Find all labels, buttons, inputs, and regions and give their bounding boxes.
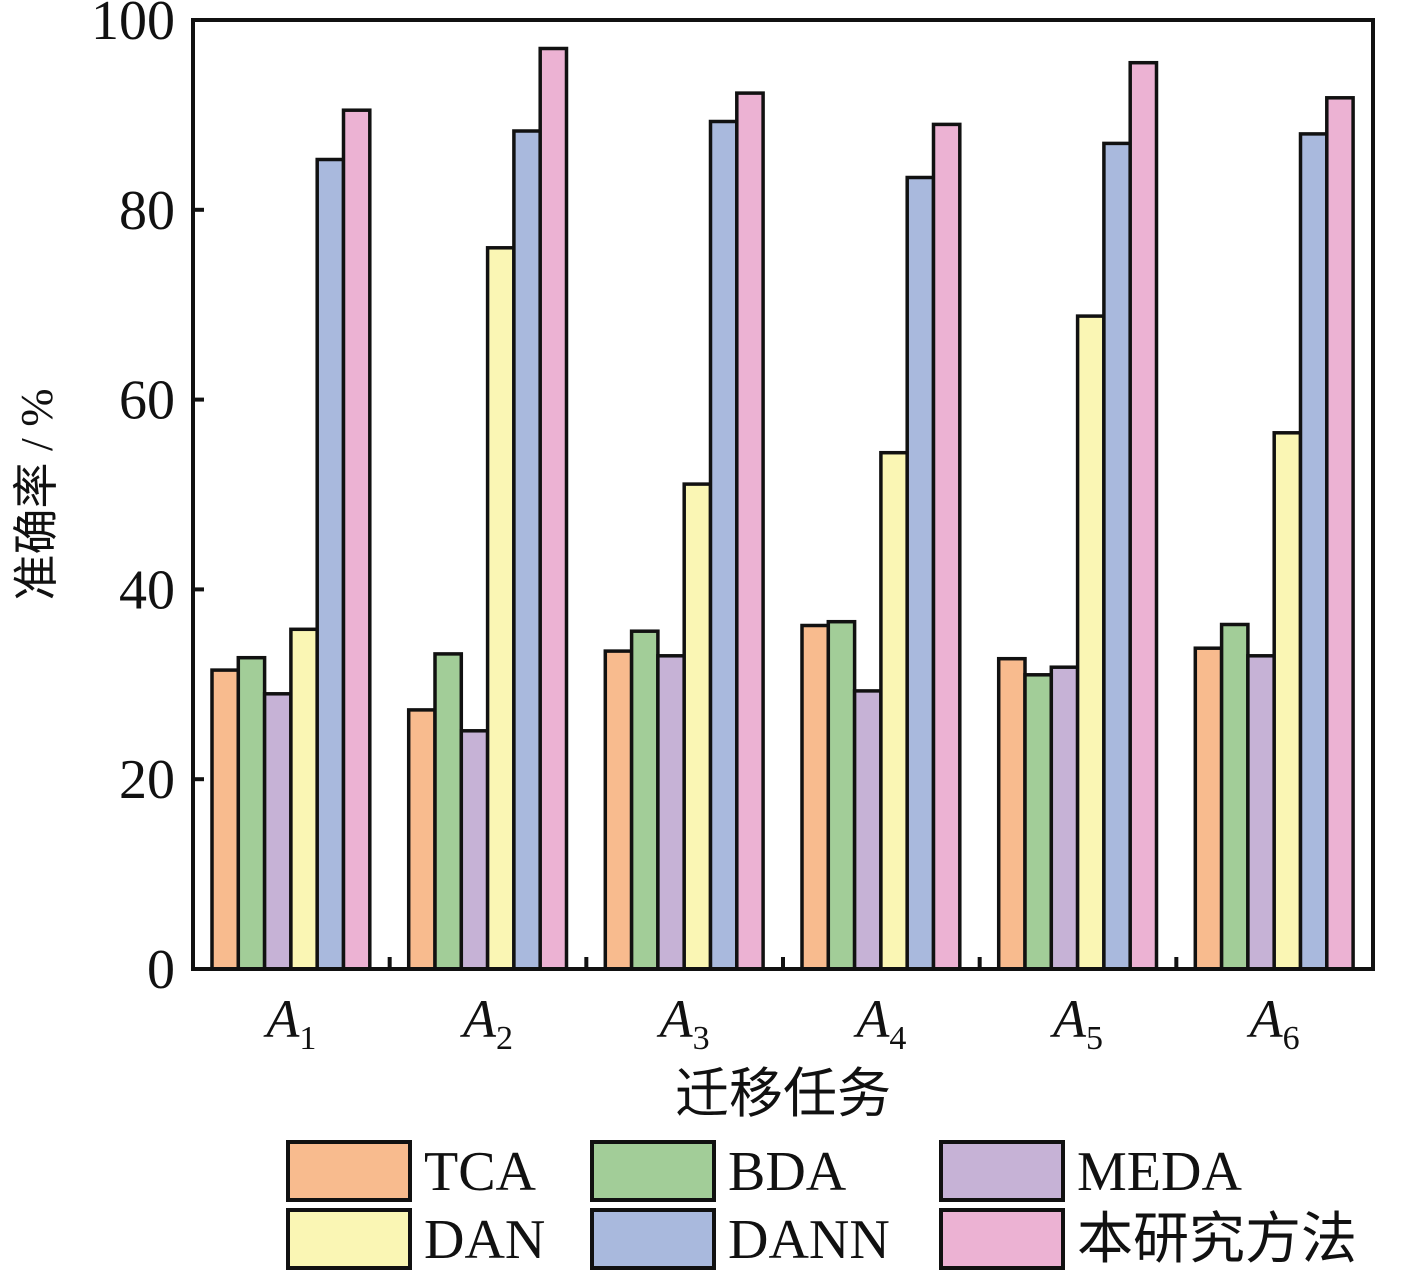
x-axis: A1 A2 A3 A4 A5 A6 [263,957,1300,1057]
x-tick-label-base: A [1050,989,1087,1049]
bar-3-3 [656,654,686,971]
bar-2-4 [826,619,857,971]
bar-5-1 [315,157,346,971]
y-tick-label: 40 [119,559,175,621]
bar-3-4 [852,689,883,971]
x-tick-label: A4 [853,989,906,1057]
bar-6-4 [931,122,962,971]
x-tick-label: A2 [460,989,513,1057]
bar-6-5 [1128,60,1159,971]
x-tick-label: A1 [263,989,316,1057]
x-tick-label-base: A [263,989,300,1049]
bar-3-6 [1246,654,1276,971]
x-tick-label-subscript: 2 [496,1020,513,1057]
x-tick-label-base: A [853,989,890,1049]
y-tick-label: 60 [119,370,175,432]
bar-5-6 [1298,132,1329,971]
bar-1-6 [1193,646,1224,971]
bar-1-5 [996,656,1027,971]
x-tick-label-subscript: 1 [299,1020,316,1057]
x-axis-label: 迁移任务 [675,1064,891,1124]
bar-2-3 [629,629,660,971]
legend-swatch-4 [286,1208,412,1270]
bar-1-4 [800,623,831,971]
y-tick-label: 100 [91,0,175,52]
bar-4-3 [682,482,713,971]
bars-layer [210,46,1355,971]
x-tick-label-subscript: 6 [1283,1020,1300,1057]
y-axis: 0 20 40 60 80 100 [91,0,204,1001]
x-tick-label: A3 [657,989,710,1057]
bar-5-3 [708,119,739,971]
x-tick-label-subscript: 5 [1086,1020,1103,1057]
legend-label-6: 本研究方法 [1077,1209,1357,1271]
legend-label-2: BDA [728,1141,847,1203]
legend-label-3: MEDA [1077,1141,1242,1203]
x-tick-label-base: A [1247,989,1284,1049]
bar-3-1 [262,692,293,971]
x-tick-label-subscript: 3 [693,1020,710,1057]
bar-4-2 [485,246,516,971]
x-tick-label-base: A [460,989,497,1049]
bar-4-1 [289,627,319,971]
bar-4-5 [1075,314,1106,971]
bar-3-5 [1049,665,1080,971]
x-tick-label-subscript: 4 [889,1020,906,1057]
x-tick-label: A6 [1247,989,1300,1057]
legend-swatch-1 [286,1140,412,1202]
legend-swatch-6 [939,1208,1065,1270]
bar-5-2 [512,129,542,971]
bar-1-2 [406,708,437,971]
legend-swatch-5 [590,1208,716,1270]
bar-1-1 [210,668,241,971]
legend: TCA BDA MEDA DAN DANN 本研究方法 [286,1140,1357,1271]
bar-6-1 [341,108,372,971]
bar-2-5 [1023,673,1054,971]
bar-2-2 [433,652,464,971]
y-tick-label: 20 [119,749,175,811]
bar-2-1 [236,655,267,971]
legend-label-5: DANN [728,1209,890,1271]
x-tick-label-base: A [657,989,694,1049]
bar-6-2 [538,46,569,971]
bar-2-6 [1219,622,1250,971]
bar-4-6 [1272,431,1303,971]
legend-swatch-3 [939,1140,1065,1202]
y-tick-label: 80 [119,180,175,242]
bar-4-4 [879,450,909,971]
legend-label-4: DAN [424,1209,545,1271]
bar-5-4 [905,175,936,971]
x-tick-label: A5 [1050,989,1103,1057]
bar-3-2 [459,729,490,971]
bar-1-3 [603,649,634,971]
y-tick-label: 0 [147,939,175,1001]
legend-swatch-2 [590,1140,716,1202]
legend-label-1: TCA [424,1141,537,1203]
bar-6-3 [735,91,765,971]
bar-5-5 [1102,141,1132,971]
bar-6-6 [1325,96,1355,971]
y-axis-label: 准确率 / % [11,388,62,600]
